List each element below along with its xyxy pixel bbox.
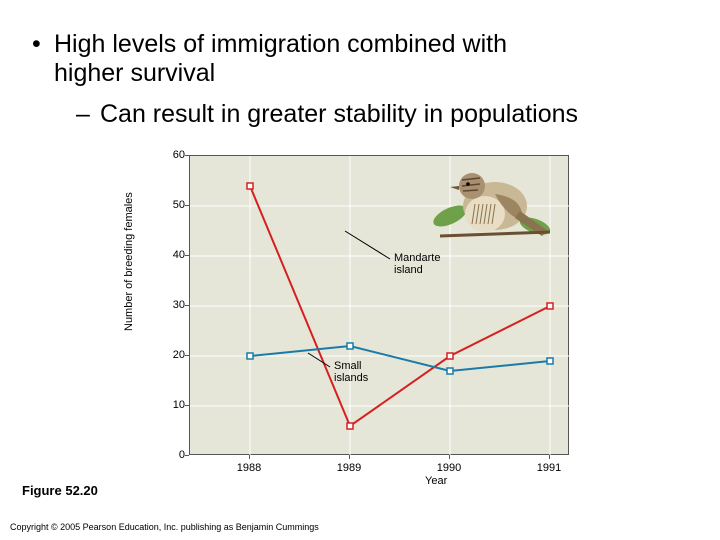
y-tick-label: 40 — [167, 249, 185, 261]
x-tick-mark — [349, 455, 350, 459]
x-tick-mark — [449, 455, 450, 459]
x-tick-label: 1990 — [437, 462, 461, 474]
series-marker — [447, 368, 453, 374]
x-tick-mark — [249, 455, 250, 459]
y-tick-mark — [185, 455, 189, 456]
y-tick-mark — [185, 255, 189, 256]
y-tick-label: 50 — [167, 199, 185, 211]
y-tick-label: 20 — [167, 349, 185, 361]
bullet-sub: Can result in greater stability in popul… — [100, 100, 690, 129]
figure-caption: Figure 52.20 — [22, 483, 98, 498]
plot-svg — [190, 156, 570, 456]
series-marker — [347, 343, 353, 349]
legend-label: Mandarteisland — [394, 252, 440, 276]
x-tick-label: 1988 — [237, 462, 261, 474]
series-marker — [547, 303, 553, 309]
x-tick-label: 1989 — [337, 462, 361, 474]
bullet-sub-text: Can result in greater stability in popul… — [100, 100, 578, 128]
x-axis-label: Year — [425, 475, 447, 487]
bullet-main: High levels of immigration combined with… — [54, 30, 674, 88]
y-tick-label: 0 — [167, 449, 185, 461]
y-tick-mark — [185, 355, 189, 356]
legend-label: Smallislands — [334, 360, 368, 384]
y-tick-label: 30 — [167, 299, 185, 311]
series-marker — [247, 183, 253, 189]
bullet-main-line2: higher survival — [54, 59, 215, 87]
x-tick-label: 1991 — [537, 462, 561, 474]
x-tick-mark — [549, 455, 550, 459]
series-marker — [347, 423, 353, 429]
y-tick-mark — [185, 305, 189, 306]
plot-area — [189, 155, 569, 455]
y-tick-label: 10 — [167, 399, 185, 411]
y-tick-mark — [185, 155, 189, 156]
series-marker — [247, 353, 253, 359]
copyright-text: Copyright © 2005 Pearson Education, Inc.… — [10, 522, 319, 532]
y-tick-mark — [185, 205, 189, 206]
y-tick-mark — [185, 405, 189, 406]
series-marker — [547, 358, 553, 364]
series-line — [250, 346, 550, 371]
bullet-main-line1: High levels of immigration combined with — [54, 30, 507, 58]
chart-container: Number of breeding females Year 01020304… — [145, 150, 595, 500]
series-marker — [447, 353, 453, 359]
y-tick-label: 60 — [167, 149, 185, 161]
y-axis-label: Number of breeding females — [123, 192, 135, 331]
